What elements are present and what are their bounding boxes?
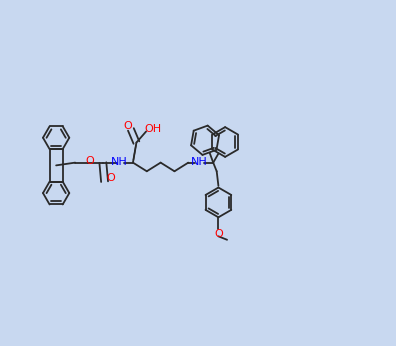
- Text: NH: NH: [111, 157, 128, 167]
- Text: NH: NH: [191, 157, 208, 167]
- Text: O: O: [85, 156, 94, 166]
- Text: O: O: [107, 173, 115, 183]
- Text: O: O: [214, 229, 223, 239]
- Text: OH: OH: [145, 125, 162, 134]
- Text: O: O: [123, 121, 132, 131]
